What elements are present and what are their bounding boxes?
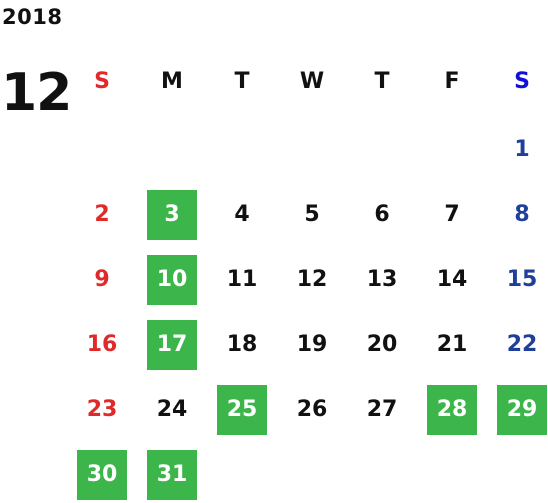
weekday-header-friday: F xyxy=(444,69,460,94)
weekday-header-tuesday: T xyxy=(234,69,250,94)
day-cell: 4 xyxy=(234,202,250,227)
day-cell: 12 xyxy=(296,267,328,292)
weekday-header-thursday: T xyxy=(374,69,390,94)
day-cell: 24 xyxy=(156,397,188,422)
day-cell: 26 xyxy=(296,397,328,422)
day-cell: 17 xyxy=(147,320,197,370)
day-cell: 27 xyxy=(366,397,398,422)
day-cell: 28 xyxy=(427,385,477,435)
day-cell: 25 xyxy=(217,385,267,435)
day-cell: 21 xyxy=(436,332,468,357)
day-cell: 29 xyxy=(497,385,547,435)
day-cell: 6 xyxy=(374,202,390,227)
day-cell: 23 xyxy=(86,397,118,422)
day-cell: 8 xyxy=(514,202,530,227)
day-cell: 1 xyxy=(514,137,530,162)
day-cell: 16 xyxy=(86,332,118,357)
year-label: 2018 xyxy=(2,5,63,29)
day-cell: 18 xyxy=(226,332,258,357)
day-cell: 30 xyxy=(77,450,127,500)
day-cell: 15 xyxy=(506,267,538,292)
day-cell: 5 xyxy=(304,202,320,227)
day-cell: 13 xyxy=(366,267,398,292)
day-cell: 31 xyxy=(147,450,197,500)
day-cell: 19 xyxy=(296,332,328,357)
day-cell: 20 xyxy=(366,332,398,357)
weekday-header-sunday: S xyxy=(94,69,110,94)
month-number: 12 xyxy=(1,63,72,123)
weekday-header-saturday: S xyxy=(514,69,530,94)
day-cell: 7 xyxy=(444,202,460,227)
weekday-header-monday: M xyxy=(161,69,183,94)
day-cell: 10 xyxy=(147,255,197,305)
day-cell: 22 xyxy=(506,332,538,357)
day-cell: 11 xyxy=(226,267,258,292)
day-cell: 14 xyxy=(436,267,468,292)
weekday-header-wednesday: W xyxy=(299,69,325,94)
day-cell: 2 xyxy=(94,202,110,227)
day-cell: 3 xyxy=(147,190,197,240)
day-cell: 9 xyxy=(94,267,110,292)
